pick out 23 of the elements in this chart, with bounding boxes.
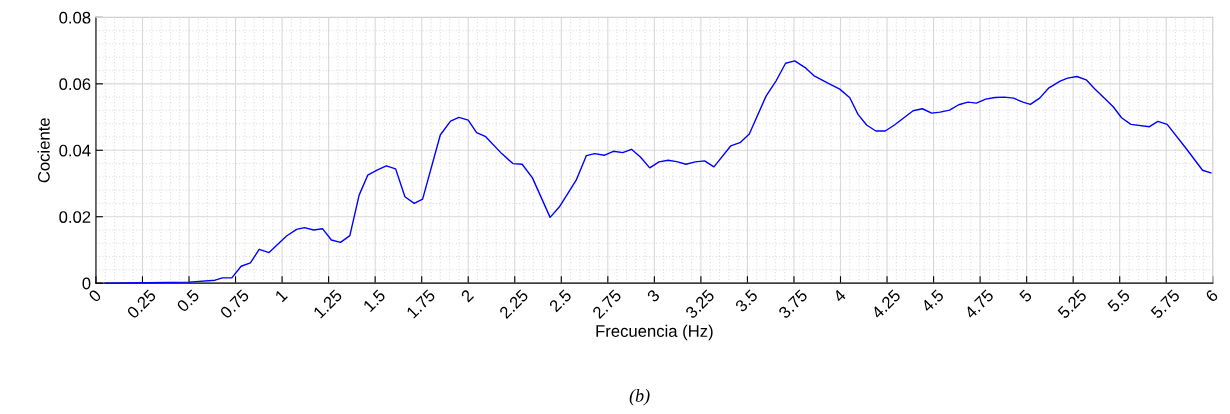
x-tick-label: 4: [832, 288, 847, 303]
x-tick-label: 5.5: [1106, 288, 1131, 313]
x-tick-label: 4.5: [920, 288, 945, 313]
x-axis-title: Frecuencia (Hz): [596, 324, 713, 341]
y-tick-label: 0.08: [59, 11, 91, 24]
x-tick-label: 2.5: [548, 288, 573, 313]
x-tick-label: 0.75: [219, 288, 250, 320]
line-series: [104, 60, 1212, 284]
x-tick-label: 1: [274, 289, 288, 303]
y-axis-title: Cociente: [37, 118, 50, 183]
x-tick-label: 3: [646, 288, 661, 303]
x-tick-label: 4.25: [870, 288, 902, 320]
y-tick-label: 0: [82, 277, 91, 290]
text: (b): [629, 389, 650, 406]
x-tick-label: 3.5: [734, 288, 759, 313]
y-tick-label: 0.04: [59, 144, 91, 157]
x-tick-label: 1.5: [362, 288, 387, 313]
x-tick-label: 5: [1018, 288, 1033, 303]
y-tick-label: 0.06: [59, 78, 91, 91]
x-tick-label: 6: [1204, 288, 1219, 303]
x-tick-label: 0.5: [176, 288, 200, 313]
x-tick-label: 2: [460, 288, 474, 303]
y-tick-label: 0.02: [59, 211, 91, 223]
